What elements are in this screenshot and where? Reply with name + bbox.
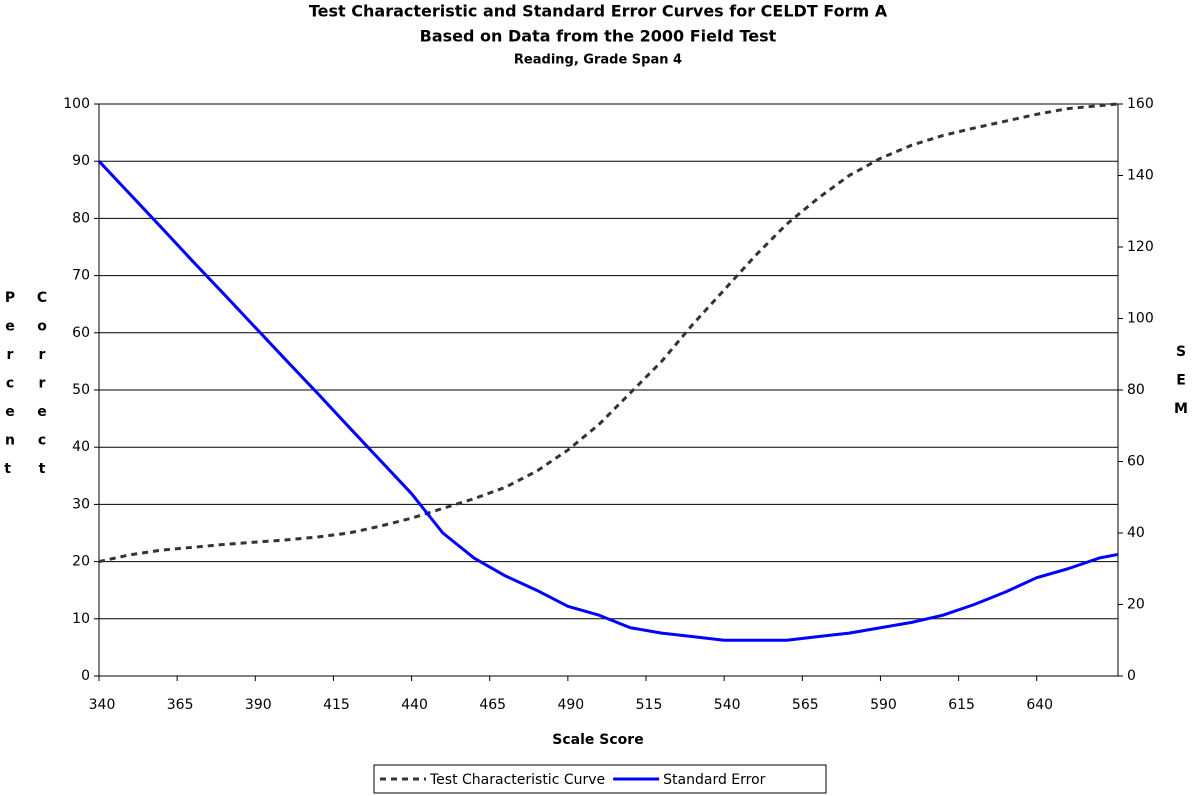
series-line [98, 102, 1119, 564]
y-tick-label: 100 [63, 96, 90, 112]
x-tick-label: 365 [167, 697, 194, 713]
legend-label: Standard Error [663, 772, 766, 788]
y-tick-label: 50 [72, 382, 90, 398]
y2-tick-label: 0 [1127, 668, 1136, 684]
series-line [97, 160, 1119, 642]
x-tick-label: 565 [792, 697, 819, 713]
chart-title: Test Characteristic and Standard Error C… [309, 2, 888, 21]
y-tick-label: 0 [81, 668, 90, 684]
y2-tick-label: 140 [1127, 168, 1154, 184]
legend-box [373, 764, 827, 794]
x-tick-label: 590 [870, 697, 897, 713]
y2-tick-label: 120 [1127, 239, 1154, 255]
x-tick-label: 640 [1026, 697, 1053, 713]
y-tick-label: 20 [72, 554, 90, 570]
x-tick-label: 615 [948, 697, 975, 713]
x-tick-label: 515 [636, 697, 663, 713]
chart-subtitle: Reading, Grade Span 4 [514, 53, 682, 68]
x-axis-label: Scale Score [552, 732, 643, 748]
y2-tick-label: 100 [1127, 311, 1154, 327]
x-tick-label: 390 [245, 697, 272, 713]
y-tick-label: 40 [72, 439, 90, 455]
legend-label: Test Characteristic Curve [429, 772, 605, 788]
y2-tick-label: 80 [1127, 382, 1145, 398]
x-tick-label: 465 [479, 697, 506, 713]
y2-tick-label: 40 [1127, 525, 1145, 541]
x-tick-label: 415 [323, 697, 350, 713]
x-tick-label: 490 [557, 697, 584, 713]
y2-tick-label: 20 [1127, 597, 1145, 613]
y-tick-label: 10 [72, 611, 90, 627]
x-tick-label: 340 [89, 697, 116, 713]
y-tick-label: 90 [72, 153, 90, 169]
y-tick-label: 60 [72, 325, 90, 341]
chart-subtitle: Based on Data from the 2000 Field Test [420, 27, 777, 46]
y2-tick-label: 160 [1127, 96, 1154, 112]
y-tick-label: 30 [72, 496, 90, 512]
y2-tick-label: 60 [1127, 454, 1145, 470]
y-tick-label: 70 [72, 268, 90, 284]
x-tick-label: 540 [714, 697, 741, 713]
y-tick-label: 80 [72, 210, 90, 226]
x-tick-label: 440 [401, 697, 428, 713]
plot-border [98, 103, 1119, 677]
